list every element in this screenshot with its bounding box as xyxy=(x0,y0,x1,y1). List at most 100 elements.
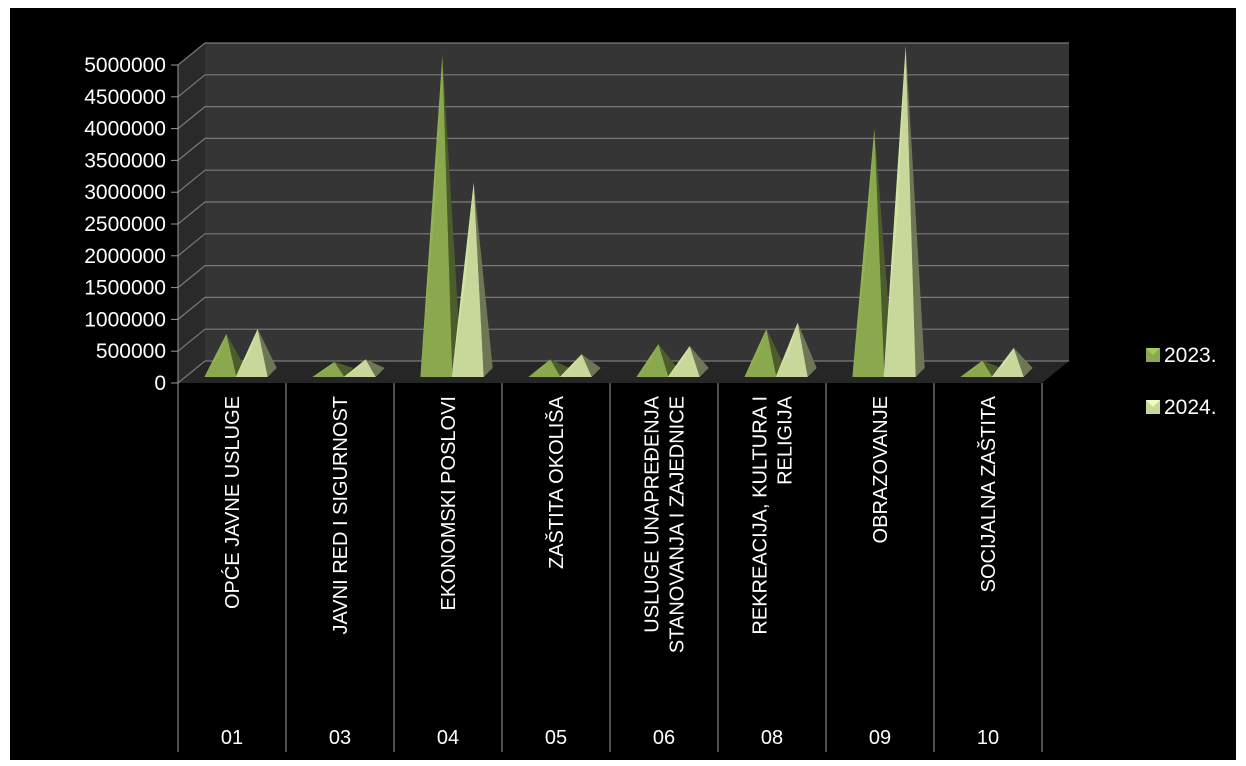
category-label-line: OPĆE JAVNE USLUGE xyxy=(221,396,244,609)
pyramid-side xyxy=(581,354,601,377)
pyramid-front xyxy=(204,333,237,377)
y-tick-label: 4500000 xyxy=(84,86,166,109)
pyramid-front xyxy=(960,360,993,377)
y-tick-label: 4000000 xyxy=(84,118,166,141)
y-tick-label: 1500000 xyxy=(84,277,166,300)
pyramid-side xyxy=(334,361,354,377)
gridline xyxy=(177,328,1069,352)
category-label: SOCIJALNA ZAŠTITA xyxy=(977,395,1000,592)
pyramid-front xyxy=(636,344,669,377)
legend-label: 2023. xyxy=(1164,344,1217,367)
y-tick-label: 2500000 xyxy=(84,213,166,236)
category-code: 08 xyxy=(761,727,783,749)
bar-2023-06 xyxy=(636,344,678,377)
category-label-line: SOCIJALNA ZAŠTITA xyxy=(977,395,1000,592)
bar-2023-03 xyxy=(312,361,354,377)
gridline xyxy=(177,105,1069,130)
pyramid-front xyxy=(559,354,592,377)
pyramid-side xyxy=(1013,347,1033,377)
pyramid-highlight xyxy=(528,359,551,377)
pyramid-front xyxy=(883,45,916,377)
pyramid-highlight xyxy=(667,346,690,377)
category-label-line: OBRAZOVANJE xyxy=(870,396,892,543)
pyramid-highlight xyxy=(235,328,258,377)
bar-2024-01 xyxy=(235,328,277,377)
bar-2024-04 xyxy=(451,182,493,377)
chart-svg: 0 500000 1000000 1500000 2000000 2500000 30000… xyxy=(84,42,1217,752)
pyramid-side xyxy=(905,45,925,377)
pyramid-highlight xyxy=(312,361,335,377)
bar-2024-05 xyxy=(559,354,601,377)
pyramid-highlight xyxy=(204,333,227,377)
y-tick-label: 3500000 xyxy=(84,149,166,172)
pyramid-front xyxy=(528,359,561,377)
pyramid-highlight xyxy=(636,344,659,377)
category-label-line: REKREACIJA, KULTURA I xyxy=(750,396,772,635)
category-label: REKREACIJA, KULTURA I RELIGIJA xyxy=(750,395,797,634)
pyramid-side xyxy=(689,346,709,377)
legend-swatch-highlight xyxy=(1146,348,1160,355)
category-code: 06 xyxy=(653,727,675,749)
legend-label: 2024. xyxy=(1164,396,1217,419)
category-label-line: RELIGIJA xyxy=(775,395,797,485)
category-label: JAVNI RED I SIGURNOST xyxy=(330,396,352,635)
bar-2024-03 xyxy=(343,359,385,377)
gridline xyxy=(177,296,1069,320)
pyramid-side xyxy=(982,360,1002,377)
pyramid-side xyxy=(442,55,462,378)
bar-2024-09 xyxy=(883,45,925,377)
category-label-line: STANOVANJA I ZAJEDNICE xyxy=(667,396,689,653)
category-label-line: JAVNI RED I SIGURNOST xyxy=(330,396,352,635)
category-code: 01 xyxy=(221,727,243,749)
category-label-line: USLUGE UNAPREĐENJA xyxy=(642,395,664,632)
pyramid-front xyxy=(667,346,700,377)
pyramid-side xyxy=(658,344,678,377)
pyramid-highlight xyxy=(852,128,875,377)
pyramid-side xyxy=(473,182,493,377)
pyramid-front xyxy=(343,359,376,377)
category-label-line: ZAŠTITA OKOLIŠA xyxy=(545,395,568,569)
gridline xyxy=(177,42,1069,66)
pyramid-front xyxy=(420,55,453,378)
category-label: EKONOMSKI POSLOVI xyxy=(438,396,460,611)
bar-2024-08 xyxy=(775,322,817,377)
pyramid-front xyxy=(235,328,268,377)
pyramid-highlight xyxy=(775,322,798,377)
legend-item-2023: 2023. xyxy=(1146,344,1217,367)
chart-frame: 0 500000 1000000 1500000 2000000 2500000 30000… xyxy=(10,8,1236,760)
gridline xyxy=(177,265,1069,289)
pyramid-side xyxy=(797,322,817,377)
pyramid-side xyxy=(257,328,277,377)
pyramid-highlight xyxy=(744,328,767,377)
pyramid-front xyxy=(852,128,885,377)
gridline xyxy=(177,137,1069,161)
pyramid-front xyxy=(744,328,777,377)
pyramid-highlight xyxy=(343,359,366,377)
y-tick-label: 0 xyxy=(154,372,166,395)
category-label: USLUGE UNAPREĐENJA STANOVANJA I ZAJEDNICE xyxy=(642,395,689,653)
y-tick-label: 1000000 xyxy=(84,308,166,331)
legend-swatch-highlight xyxy=(1146,400,1160,407)
y-tick-label: 2000000 xyxy=(84,245,166,268)
pyramid-highlight xyxy=(420,55,443,378)
pyramid-front xyxy=(775,322,808,377)
gridline xyxy=(177,201,1069,225)
gridline xyxy=(177,169,1069,193)
y-tick-label: 500000 xyxy=(96,340,166,363)
pyramid-side xyxy=(365,359,385,377)
pyramid-highlight xyxy=(559,354,582,377)
y-tick-label: 3000000 xyxy=(84,181,166,204)
category-code: 09 xyxy=(869,727,891,749)
gridline xyxy=(177,233,1069,257)
category-code: 03 xyxy=(329,727,351,749)
category-label: ZAŠTITA OKOLIŠA xyxy=(545,395,568,569)
pyramid-highlight xyxy=(991,347,1014,377)
pyramid-front xyxy=(451,182,484,377)
pyramid-front xyxy=(991,347,1024,377)
bar-2024-10 xyxy=(991,347,1033,377)
gridline xyxy=(177,74,1069,98)
category-label: OBRAZOVANJE xyxy=(870,396,892,543)
category-code: 05 xyxy=(545,727,567,749)
pyramid-highlight xyxy=(451,182,474,377)
category-code: 10 xyxy=(977,727,999,749)
